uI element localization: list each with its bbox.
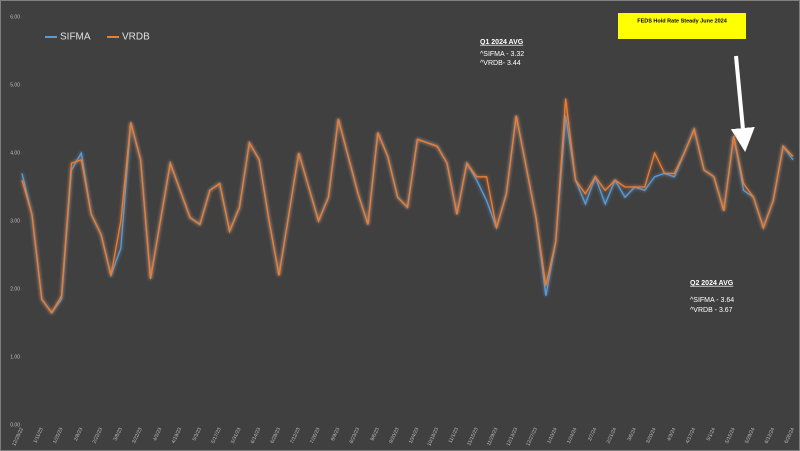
legend-label: SIFMA bbox=[60, 32, 91, 43]
q2-line: ^SIFMA - 3.64 bbox=[690, 297, 734, 304]
x-tick-label: 3/8/23 bbox=[113, 427, 124, 442]
q1-title: Q1 2024 AVG bbox=[480, 39, 524, 46]
x-tick-label: 5/1/24 bbox=[706, 427, 717, 442]
q2-title: Q2 2024 AVG bbox=[690, 280, 734, 287]
y-tick-label: 2.00 bbox=[10, 286, 20, 292]
x-tick-label: 5/3/23 bbox=[192, 427, 203, 442]
series-line bbox=[21, 98, 794, 314]
q2-line: ^VRDB - 3.67 bbox=[690, 307, 733, 314]
arrow bbox=[730, 55, 755, 152]
x-tick-label: 4/5/23 bbox=[152, 427, 163, 442]
y-tick-label: 5.00 bbox=[10, 82, 20, 88]
x-tick-label: 2/7/24 bbox=[587, 427, 598, 442]
y-tick-label: 0.00 bbox=[10, 422, 20, 428]
y-tick-label: 6.00 bbox=[10, 14, 20, 20]
x-tick-label: 8/9/23 bbox=[330, 427, 341, 442]
x-tick-label: 2/8/23 bbox=[73, 427, 84, 442]
y-tick-label: 4.00 bbox=[10, 150, 20, 156]
q1-line: ^VRDB- 3.44 bbox=[480, 60, 521, 67]
x-tick-label: 3/6/24 bbox=[627, 427, 638, 442]
y-tick-label: 1.00 bbox=[10, 354, 20, 360]
q1-line: ^SIFMA - 3.32 bbox=[480, 51, 524, 58]
x-tick-label: 9/6/23 bbox=[370, 427, 381, 442]
legend-label: VRDB bbox=[122, 32, 150, 43]
callout-box bbox=[618, 13, 746, 39]
callout-text: FEDS Hold Rate Steady June 2024 bbox=[637, 18, 727, 24]
x-tick-label: 4/3/24 bbox=[666, 427, 677, 442]
y-tick-label: 3.00 bbox=[10, 218, 20, 224]
